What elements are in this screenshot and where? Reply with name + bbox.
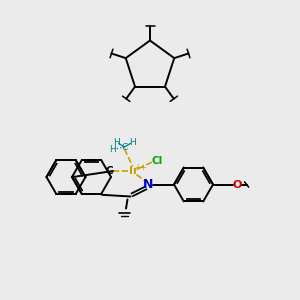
Text: O: O [232,179,242,190]
Text: H: H [129,138,135,147]
Text: H: H [109,146,116,154]
Text: H: H [114,138,120,147]
Text: N: N [143,178,154,191]
Text: Cl: Cl [152,155,163,166]
Text: C: C [106,166,113,176]
Text: ++: ++ [134,163,146,172]
Text: Ir: Ir [129,166,138,176]
Text: C: C [122,142,128,152]
